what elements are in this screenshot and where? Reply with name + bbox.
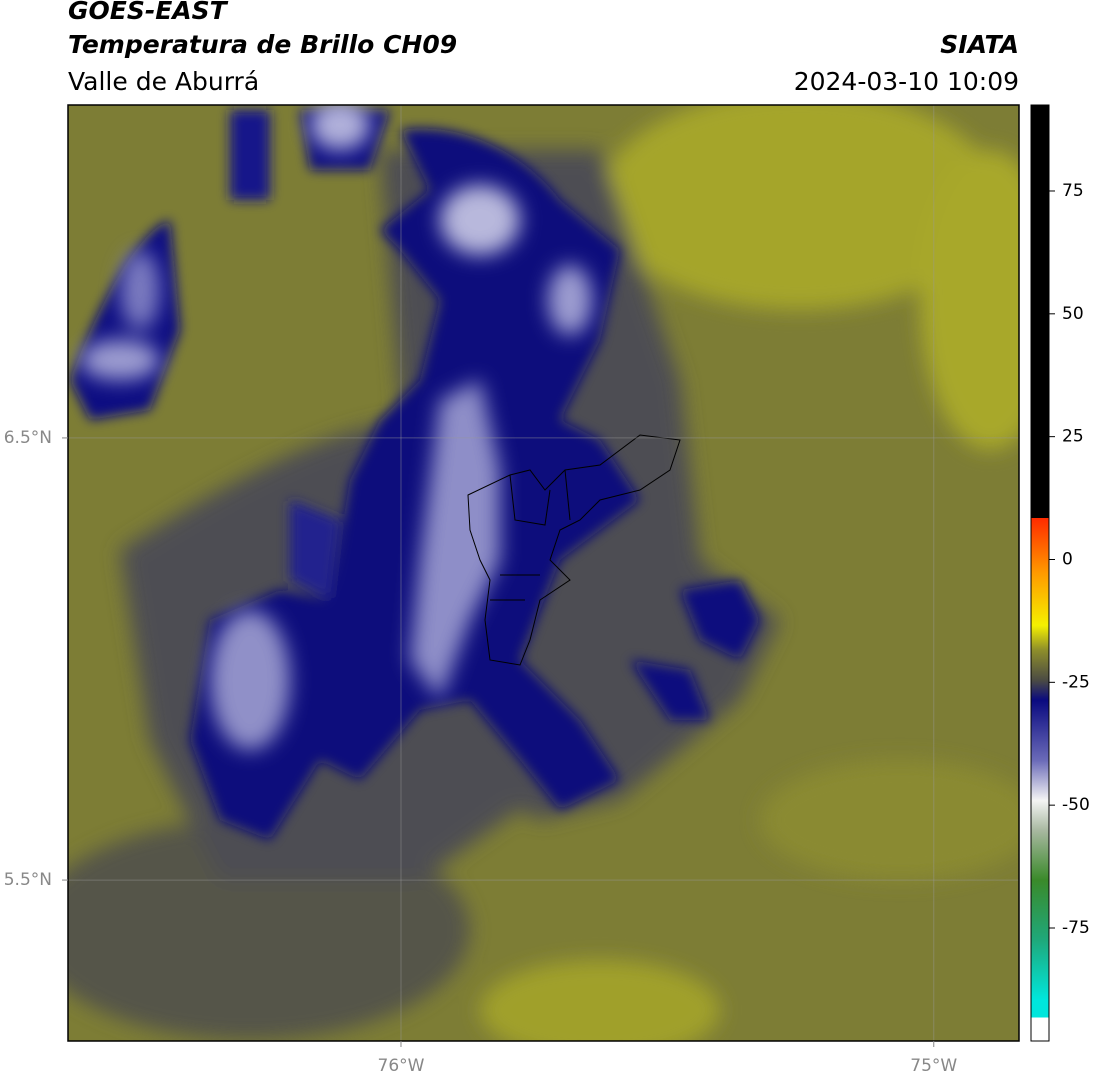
lat-tick-label: 6.5°N [4,428,52,448]
lon-tick-label: 76°W [378,1056,425,1076]
colorbar-tick-label: -75 [1062,918,1090,938]
map-image [68,105,1019,1041]
colorbar-tick-label: 50 [1062,304,1084,324]
datetime: 2024-03-10 10:09 [794,67,1019,96]
colorbar-tick-label: -25 [1062,672,1090,692]
colorbar [1030,104,1050,1042]
colorbar-tick-label: 0 [1062,549,1073,569]
map-frame [67,104,1020,1042]
source: SIATA [940,30,1019,59]
subtitle: Temperatura de Brillo CH09 [68,30,457,59]
colorbar-tick-label: -50 [1062,795,1090,815]
title: GOES-EAST [68,0,229,25]
colorbar-tick-label: 25 [1062,427,1084,447]
lat-tick-label: 5.5°N [4,870,52,890]
region: Valle de Aburrá [68,67,259,96]
lon-tick-label: 75°W [910,1056,957,1076]
colorbar-tick-label: 75 [1062,181,1084,201]
